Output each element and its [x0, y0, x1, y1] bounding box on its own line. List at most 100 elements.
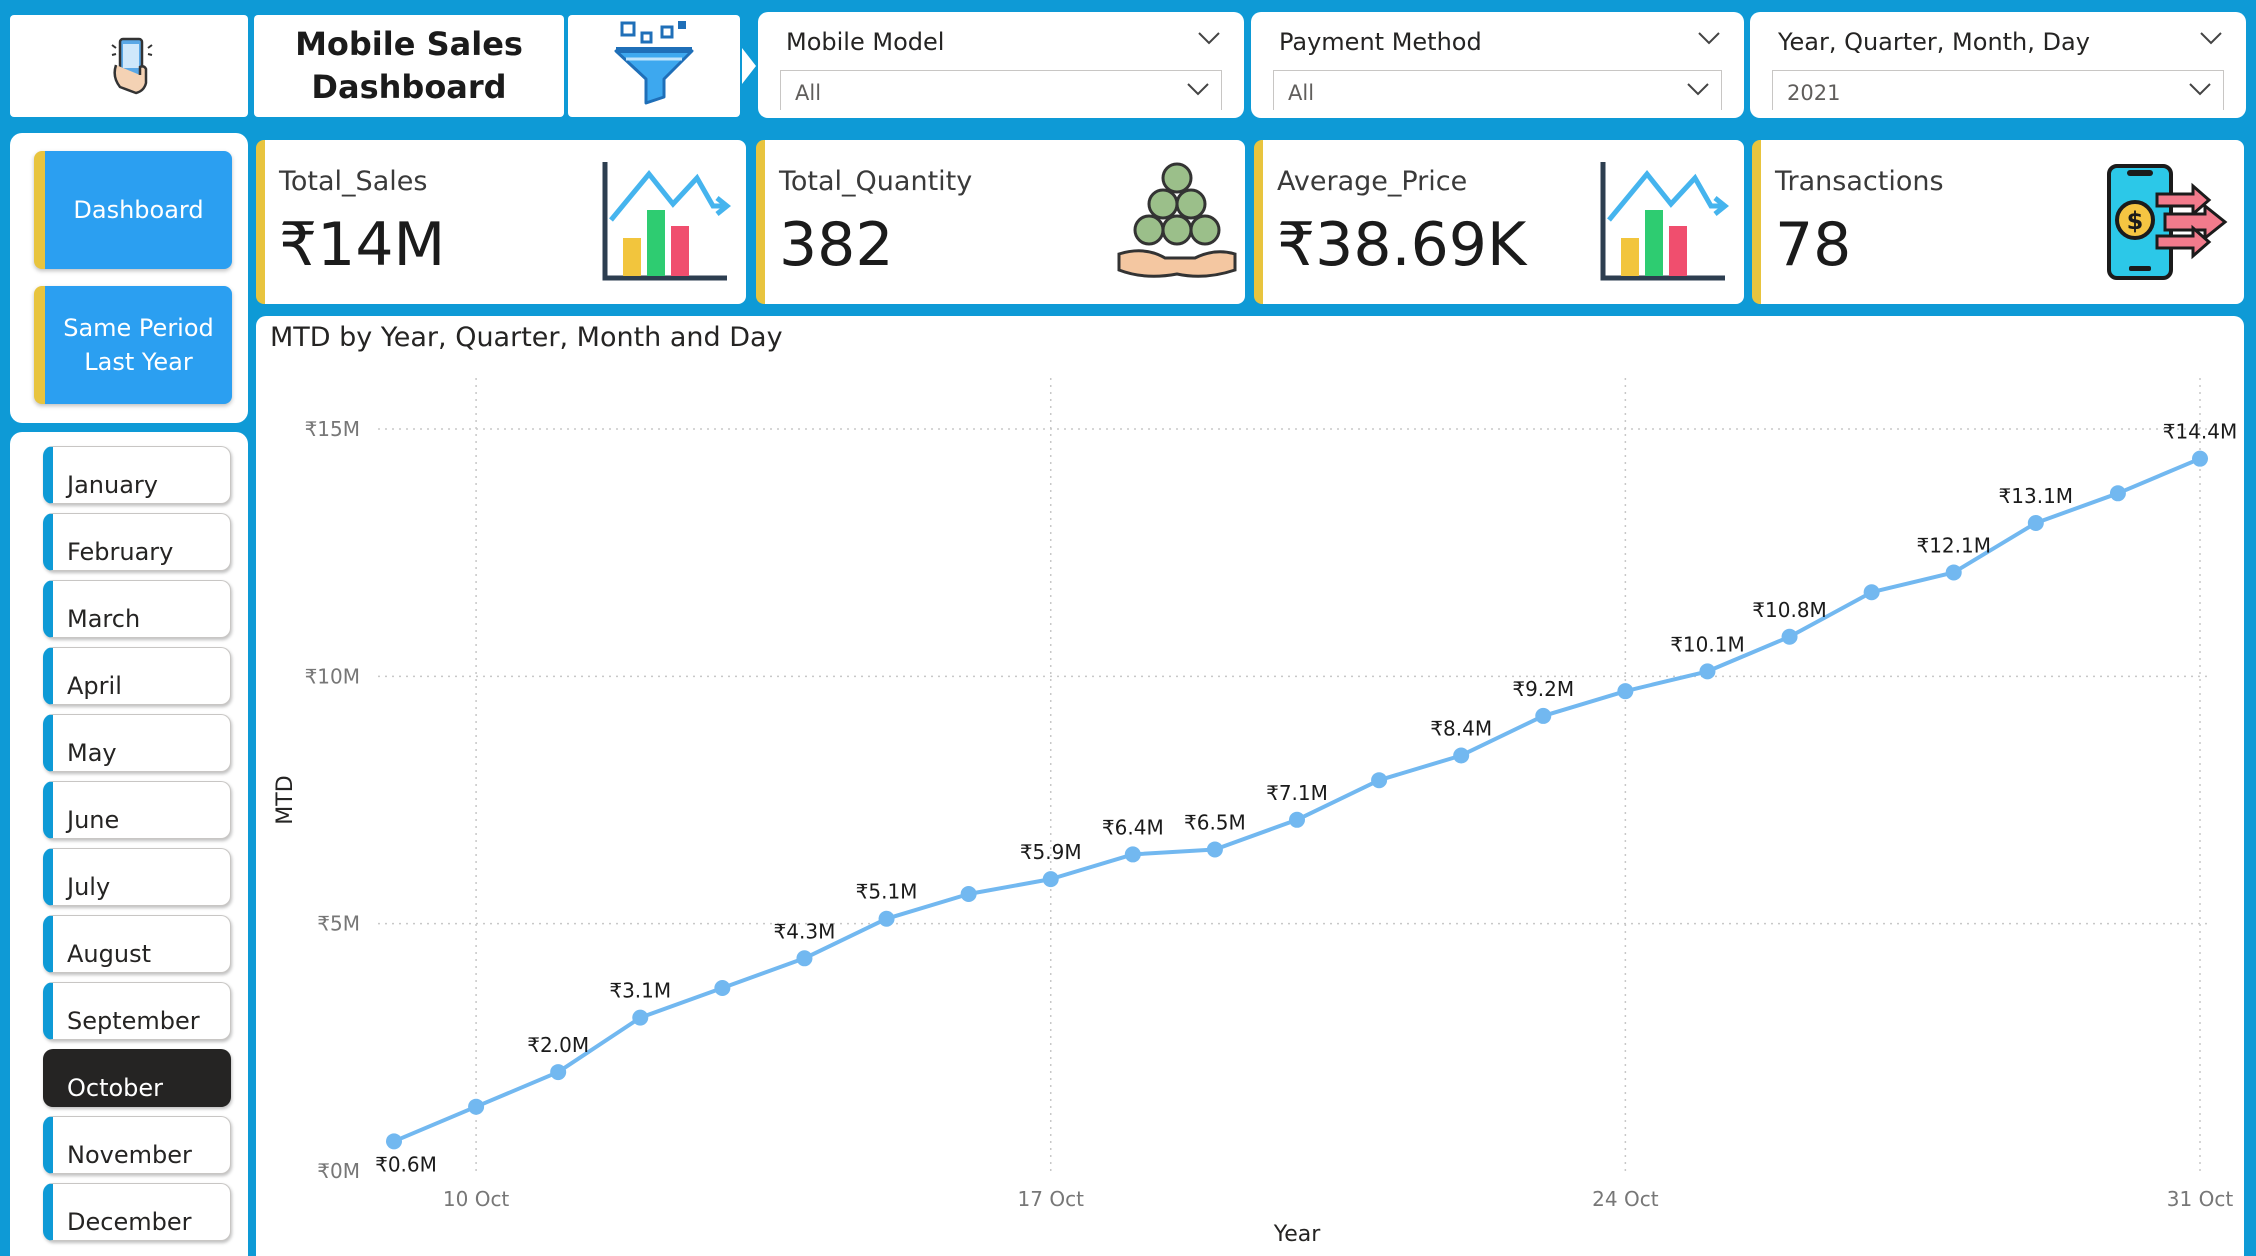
month-button-november[interactable]: November [43, 1116, 231, 1174]
month-button-march[interactable]: March [43, 580, 231, 638]
chevron-down-icon[interactable] [1187, 83, 1209, 97]
x-tick-label: 17 Oct [1018, 1187, 1085, 1211]
kpi-total-quantity: Total_Quantity 382 [756, 140, 1245, 304]
data-label: ₹6.5M [1184, 810, 1246, 834]
x-tick-label: 10 Oct [443, 1187, 510, 1211]
data-point [1042, 871, 1059, 888]
svg-text:$: $ [2127, 207, 2144, 235]
funnel-filter-icon [614, 21, 694, 105]
data-point [386, 1133, 402, 1150]
kpi-value: ₹14M [279, 210, 446, 280]
mobile-model-label: Mobile Model [786, 28, 945, 56]
mobile-model-dropdown[interactable]: All [780, 70, 1222, 110]
page-title: Mobile Sales Dashboard [295, 25, 523, 106]
data-point [2192, 450, 2208, 467]
chart-title: MTD by Year, Quarter, Month and Day [270, 322, 783, 353]
payment-method-slicer[interactable]: Payment Method All [1251, 12, 1744, 118]
date-hierarchy-value: 2021 [1787, 81, 1841, 105]
data-label: ₹9.2M [1512, 677, 1574, 701]
data-label: ₹12.1M [1916, 533, 1991, 557]
month-button-september[interactable]: September [43, 982, 231, 1040]
chevron-down-icon[interactable] [2189, 83, 2211, 97]
data-point [1453, 747, 1470, 764]
y-tick-label: ₹0M [317, 1159, 360, 1183]
month-label: March [67, 605, 141, 633]
filter-arrow [742, 48, 756, 84]
data-label: ₹0.6M [375, 1152, 437, 1176]
kpi-value: ₹38.69K [1277, 210, 1527, 280]
chevron-down-icon[interactable] [1198, 32, 1220, 46]
month-slicer-panel: January February March April May June July Augu… [10, 432, 248, 1256]
title-box: Mobile Sales Dashboard [254, 15, 564, 117]
data-point [796, 950, 813, 967]
month-label: January [67, 471, 158, 499]
chevron-down-icon[interactable] [1698, 32, 1720, 46]
data-label: ₹5.1M [856, 880, 918, 904]
data-point [468, 1098, 485, 1115]
payment-method-value: All [1288, 81, 1315, 105]
month-label: February [67, 538, 174, 566]
data-point [1699, 663, 1716, 680]
month-label: May [67, 739, 117, 767]
month-button-february[interactable]: February [43, 513, 231, 571]
kpi-value: 78 [1775, 210, 1852, 280]
dashboard-nav-button[interactable]: Dashboard [34, 151, 232, 269]
x-axis-title: Year [1273, 1222, 1322, 1247]
date-hierarchy-dropdown[interactable]: 2021 [1772, 70, 2224, 110]
chart-plot: ₹0M ₹5M ₹10M ₹15M 10 Oct 17 Oct 24 Oct 31 Oct Ye… [273, 378, 2238, 1247]
data-label: ₹8.4M [1430, 716, 1492, 740]
data-point [1535, 707, 1552, 724]
month-button-august[interactable]: August [43, 915, 231, 973]
kpi-total-sales: Total_Sales ₹14M [256, 140, 746, 304]
month-button-july[interactable]: July [43, 848, 231, 906]
month-button-may[interactable]: May [43, 714, 231, 772]
data-point [1617, 683, 1634, 700]
kpi-label: Average_Price [1277, 166, 1468, 197]
data-point [1289, 811, 1305, 828]
coins-hand-icon [1117, 162, 1237, 278]
data-label: ₹5.9M [1020, 840, 1082, 864]
data-label: ₹2.0M [527, 1033, 589, 1057]
data-point [1124, 846, 1141, 863]
mobile-model-value: All [795, 81, 822, 105]
data-point [714, 979, 731, 996]
month-button-january[interactable]: January [43, 446, 231, 504]
payment-method-dropdown[interactable]: All [1273, 70, 1722, 110]
month-label: June [67, 806, 120, 834]
kpi-label: Transactions [1775, 166, 1944, 197]
y-axis-title: MTD [273, 775, 298, 824]
chevron-down-icon[interactable] [1687, 83, 1709, 97]
data-point [2027, 514, 2044, 531]
month-label: September [67, 1007, 200, 1035]
data-point [1206, 841, 1223, 858]
mobile-model-slicer[interactable]: Mobile Model All [758, 12, 1244, 118]
logo-box [10, 15, 248, 117]
same-period-last-year-button[interactable]: Same Period Last Year [34, 286, 232, 404]
y-tick-label: ₹5M [317, 912, 360, 936]
bar-chart-trend-icon [1600, 162, 1729, 281]
payment-method-label: Payment Method [1279, 28, 1482, 56]
nav-panel: Dashboard Same Period Last Year [10, 133, 248, 423]
data-point [960, 885, 977, 902]
data-point [1781, 628, 1798, 645]
filter-panel-button[interactable] [568, 15, 740, 117]
date-hierarchy-slicer[interactable]: Year, Quarter, Month, Day 2021 [1750, 12, 2246, 118]
month-button-june[interactable]: June [43, 781, 231, 839]
chevron-down-icon[interactable] [2200, 32, 2222, 46]
data-label: ₹3.1M [609, 979, 671, 1003]
month-button-april[interactable]: April [43, 647, 231, 705]
month-button-october[interactable]: October [43, 1049, 231, 1107]
kpi-value: 382 [779, 210, 894, 280]
month-label: October [67, 1074, 164, 1102]
data-label: ₹7.1M [1266, 781, 1328, 805]
data-point [550, 1064, 567, 1081]
month-label: December [67, 1208, 192, 1236]
kpi-average-price: Average_Price ₹38.69K [1254, 140, 1744, 304]
data-point [632, 1009, 649, 1026]
mobile-hand-icon [111, 37, 153, 95]
data-point [1371, 772, 1388, 789]
month-button-december[interactable]: December [43, 1183, 231, 1241]
data-label: ₹14.4M [2163, 420, 2238, 444]
data-label: ₹6.4M [1102, 815, 1164, 839]
month-label: July [67, 873, 111, 901]
